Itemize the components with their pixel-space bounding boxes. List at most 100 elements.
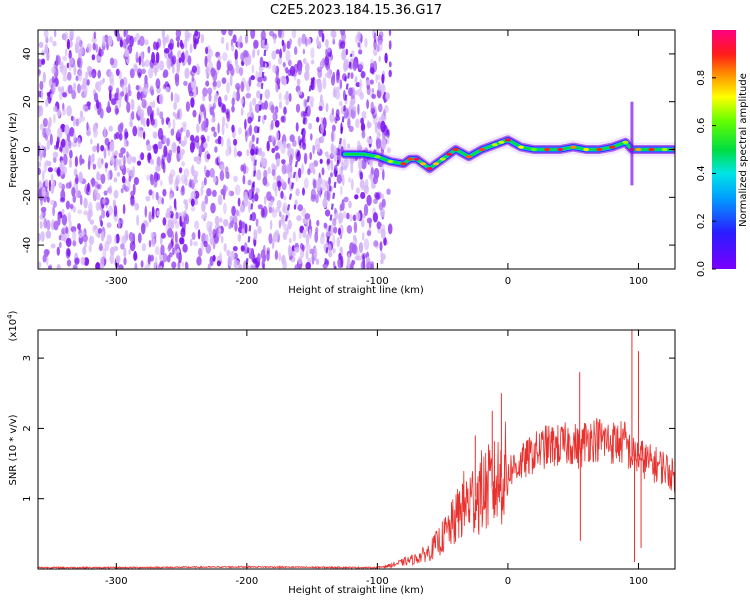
spectrogram-cell (40, 197, 43, 206)
spectrogram-cell (141, 243, 147, 252)
spectrogram-cell (65, 237, 72, 247)
spectrogram-cell (373, 38, 377, 50)
spectrogram-cell (373, 167, 380, 180)
spectrogram-cell (51, 179, 56, 190)
spectrogram-cell (193, 39, 197, 50)
spectrogram-cell (149, 254, 154, 262)
ridge-hotspot (413, 157, 420, 161)
spectrogram-cell (146, 144, 152, 152)
spectrogram-cell (322, 197, 328, 209)
spectrogram-cell (196, 256, 202, 266)
spectrogram-cell (315, 178, 322, 191)
spectrogram-cell (200, 242, 204, 252)
spectrogram-cell (325, 48, 328, 57)
ridge-hotspot (557, 147, 564, 152)
spectrogram-cell (301, 163, 304, 175)
ridge-hotspot (407, 157, 413, 161)
spectrogram-cell (385, 92, 390, 100)
spectrogram-cell (361, 110, 367, 120)
spectrogram-cell (38, 167, 41, 175)
spectrogram-cell (304, 70, 310, 81)
spectrogram-cell (91, 177, 95, 188)
spectrogram-cell (305, 62, 310, 73)
spectrogram-cell (333, 226, 338, 234)
spectrogram-cell (266, 250, 270, 262)
spectrogram-cell (138, 55, 142, 66)
spectrogram-cell (340, 255, 344, 268)
spectrogram-cell (52, 151, 59, 158)
spectrogram-cell (378, 103, 383, 113)
spectrogram-cell (50, 173, 54, 182)
spectrogram-cell (45, 230, 52, 239)
spectrogram-cell (58, 146, 63, 152)
spectrogram-cell (171, 141, 177, 153)
spectrogram-cell (172, 111, 176, 117)
spectrogram-cell (38, 261, 42, 269)
spectrogram-cell (115, 68, 120, 77)
spectrogram-cell (116, 32, 121, 42)
spectrogram-cell (205, 67, 211, 78)
spectrogram-cell (140, 223, 146, 235)
spectrogram-cell (96, 56, 102, 62)
spectrogram-cell (68, 158, 73, 169)
spectrogram-cell (213, 131, 217, 138)
spectrogram-cell (72, 240, 77, 247)
spectrogram-cell (379, 241, 383, 252)
spectrogram-cell (203, 141, 208, 149)
spectrogram-cell (56, 140, 59, 149)
spectrogram-cell (321, 32, 325, 43)
spectrogram-cell (217, 122, 220, 134)
spectrogram-cell (237, 197, 241, 207)
spectrogram-cell (271, 135, 275, 142)
spectrogram-cell (103, 126, 107, 139)
spectrogram-cell (377, 40, 383, 52)
spectrogram-cell (291, 250, 296, 257)
spectrogram-cell (56, 263, 61, 269)
spectrogram-cell (151, 237, 156, 248)
spectrogram-cell (314, 79, 317, 85)
spectrogram-cell (343, 165, 347, 171)
ridge-hotspot (518, 145, 524, 149)
spectrogram-cell (140, 113, 144, 126)
spectrogram-cell (53, 113, 56, 124)
spectrogram-cell (157, 141, 163, 150)
spectrogram-cell (62, 55, 68, 62)
spectrogram-cell (320, 60, 324, 68)
spectrogram-cell (153, 261, 157, 269)
spectrogram-cell (263, 114, 267, 121)
spectrogram-cell (350, 72, 354, 79)
spectrogram-cell (68, 58, 74, 66)
spectrogram-cell (101, 158, 104, 165)
spectrogram-cell (386, 147, 392, 154)
spectrogram-cell (296, 78, 301, 86)
spectrogram-cell (92, 163, 97, 170)
spectrogram-cell (224, 94, 228, 102)
figure-title: C2E5.2023.184.15.36.G17 (270, 3, 442, 18)
spectrogram-cell (382, 169, 385, 181)
spectrogram-cell (151, 213, 155, 220)
spectrogram-cell (74, 156, 78, 168)
spectrogram-cell (118, 152, 124, 158)
spectrogram-cell (223, 202, 227, 215)
spectrogram-cell (316, 219, 320, 227)
spectrogram-cell (336, 237, 341, 248)
spectrogram-cell (361, 232, 365, 241)
spectrogram-cell (161, 30, 165, 39)
spectrogram-cell (107, 35, 113, 47)
spectrogram-cell (376, 222, 382, 228)
spectrogram-cell (132, 166, 135, 178)
spectrogram-cell (283, 140, 287, 149)
spectrogram-cell (313, 160, 319, 167)
spectrogram-cell (126, 167, 131, 174)
spectrogram-cell (86, 79, 90, 86)
spectrogram-streak (245, 34, 268, 265)
spectrogram-cell (320, 94, 323, 103)
spectrogram-cell (39, 221, 43, 229)
spectrogram-cell (82, 103, 86, 111)
spectrogram-cell (269, 30, 275, 37)
spectrogram-cell (134, 202, 140, 211)
spectrogram-cell (282, 62, 286, 68)
spectrogram-cell (363, 203, 369, 216)
spectrogram-cell (220, 163, 225, 172)
